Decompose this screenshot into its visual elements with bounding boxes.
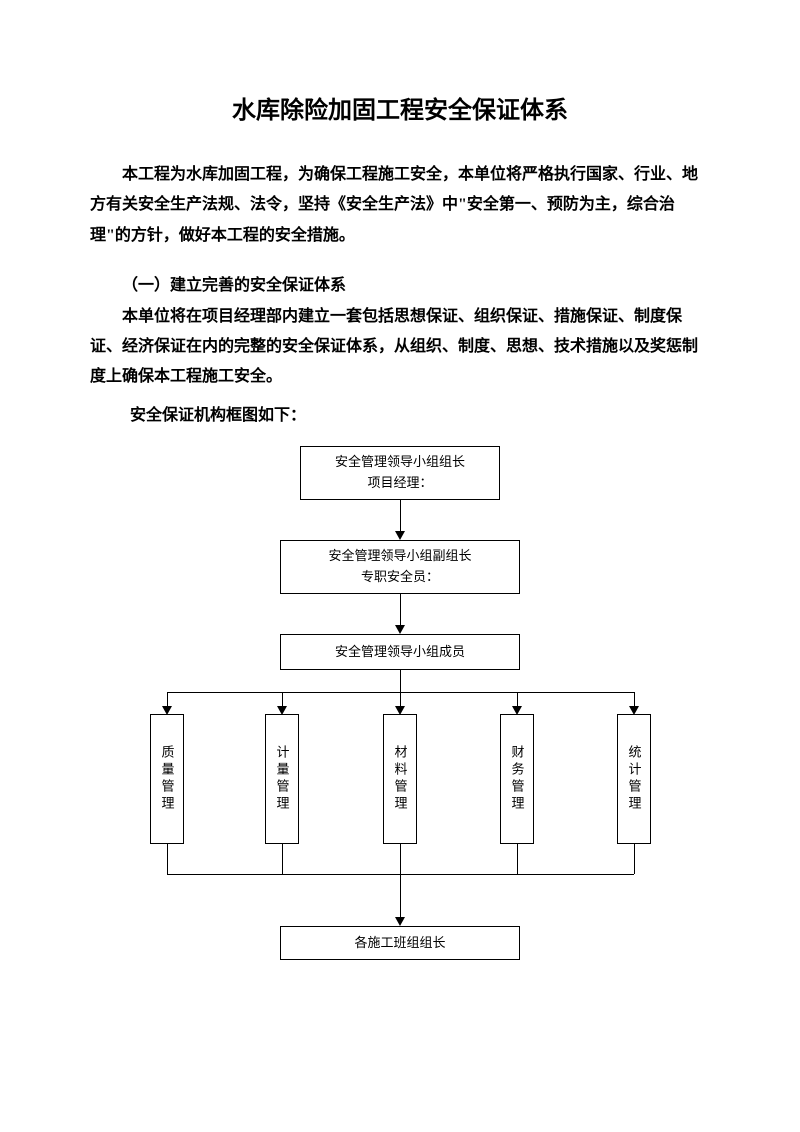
arrow-icon [395, 917, 405, 926]
leaf-finance: 财务管理 [500, 714, 534, 844]
leaf-quality: 质量管理 [150, 714, 184, 844]
node-members: 安全管理领导小组成员 [280, 634, 520, 670]
node-text: 安全管理领导小组成员 [335, 642, 465, 663]
connector [282, 844, 283, 874]
node-group-leader: 安全管理领导小组组长 项目经理： [300, 446, 500, 500]
arrow-icon [395, 531, 405, 540]
connector [400, 844, 401, 874]
connector [400, 670, 401, 692]
connector [400, 874, 401, 919]
connector [167, 844, 168, 874]
section-header: （一）建立完善的安全保证体系 [90, 271, 710, 301]
connector [517, 844, 518, 874]
leaf-statistics: 统计管理 [617, 714, 651, 844]
connector [400, 594, 401, 627]
node-text: 各施工班组组长 [354, 933, 445, 954]
arrow-icon [395, 625, 405, 634]
node-line2: 专职安全员： [361, 567, 439, 588]
intro-paragraph: 本工程为水库加固工程，为确保工程施工安全，本单位将严格执行国家、行业、地方有关安… [90, 160, 710, 251]
node-line2: 项目经理： [367, 473, 432, 494]
chart-caption: 安全保证机构框图如下： [90, 401, 710, 431]
section-body: 本单位将在项目经理部内建立一套包括思想保证、组织保证、措施保证、制度保证、经济保… [90, 302, 710, 393]
node-teams: 各施工班组组长 [280, 926, 520, 960]
leaf-metrology: 计量管理 [265, 714, 299, 844]
node-line1: 安全管理领导小组副组长 [328, 546, 471, 567]
node-line1: 安全管理领导小组组长 [335, 452, 465, 473]
connector [400, 500, 401, 533]
node-deputy-leader: 安全管理领导小组副组长 专职安全员： [280, 540, 520, 594]
leaf-materials: 材料管理 [383, 714, 417, 844]
connector [634, 844, 635, 874]
document-title: 水库除险加固工程安全保证体系 [90, 90, 710, 125]
org-flowchart: 安全管理领导小组组长 项目经理： 安全管理领导小组副组长 专职安全员： 安全管理… [90, 446, 710, 996]
